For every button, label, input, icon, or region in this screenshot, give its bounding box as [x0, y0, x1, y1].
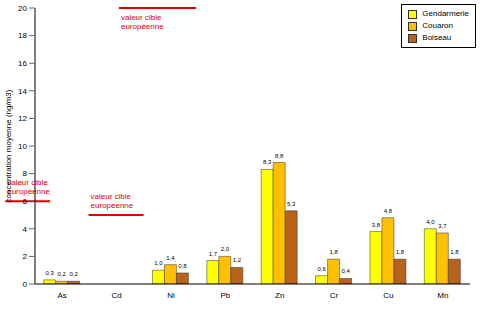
svg-text:3,8: 3,8 — [372, 222, 381, 228]
svg-text:1,7: 1,7 — [209, 251, 218, 257]
svg-text:Pb: Pb — [220, 291, 230, 300]
svg-text:8,8: 8,8 — [275, 153, 284, 159]
svg-text:Ni: Ni — [167, 291, 175, 300]
svg-text:0,2: 0,2 — [70, 271, 79, 277]
svg-text:As: As — [58, 291, 67, 300]
svg-text:Cr: Cr — [330, 291, 339, 300]
svg-text:20: 20 — [18, 4, 27, 13]
svg-text:Zn: Zn — [275, 291, 284, 300]
svg-text:valeur cibleeuropéenne: valeur cibleeuropéenne — [91, 192, 134, 210]
svg-text:Cu: Cu — [383, 291, 393, 300]
svg-text:valeur cibleeuropéenne: valeur cibleeuropéenne — [8, 178, 50, 196]
svg-text:1,4: 1,4 — [166, 255, 175, 261]
svg-text:4: 4 — [23, 225, 28, 234]
svg-text:1,0: 1,0 — [154, 260, 163, 266]
svg-text:18: 18 — [18, 31, 27, 40]
svg-text:3,7: 3,7 — [438, 223, 447, 229]
svg-text:10: 10 — [18, 142, 27, 151]
svg-text:4,0: 4,0 — [426, 219, 435, 225]
svg-text:2: 2 — [23, 252, 28, 261]
html-text:Couaron: Couaron — [422, 21, 453, 30]
svg-text:0,2: 0,2 — [58, 271, 67, 277]
svg-text:0,3: 0,3 — [46, 270, 55, 276]
svg-text:1,2: 1,2 — [233, 257, 242, 263]
svg-text:16: 16 — [18, 59, 27, 68]
html-text:Boiseau: Boiseau — [422, 33, 452, 42]
svg-text:1,8: 1,8 — [329, 249, 338, 255]
svg-text:0,8: 0,8 — [178, 263, 187, 269]
svg-text:concentration moyenne (ng/m3): concentration moyenne (ng/m3) — [8, 89, 13, 202]
svg-text:0,6: 0,6 — [317, 266, 326, 272]
html-text:Gendarmerie: Gendarmerie — [422, 9, 469, 18]
svg-text:6: 6 — [23, 197, 28, 206]
svg-text:0,4: 0,4 — [341, 268, 350, 274]
svg-text:2,0: 2,0 — [221, 246, 230, 252]
svg-text:1,8: 1,8 — [396, 249, 405, 255]
svg-text:4,8: 4,8 — [384, 208, 393, 214]
svg-text:8: 8 — [23, 169, 28, 178]
svg-text:14: 14 — [18, 87, 27, 96]
svg-text:5,3: 5,3 — [287, 201, 296, 207]
svg-text:Cd: Cd — [111, 291, 121, 300]
svg-text:12: 12 — [18, 114, 27, 123]
svg-text:1,8: 1,8 — [450, 249, 459, 255]
svg-text:valeur cibleeuropéenne: valeur cibleeuropéenne — [121, 13, 164, 31]
svg-text:8,3: 8,3 — [263, 159, 272, 165]
svg-text:0: 0 — [23, 280, 28, 289]
svg-text:Mn: Mn — [437, 291, 448, 300]
